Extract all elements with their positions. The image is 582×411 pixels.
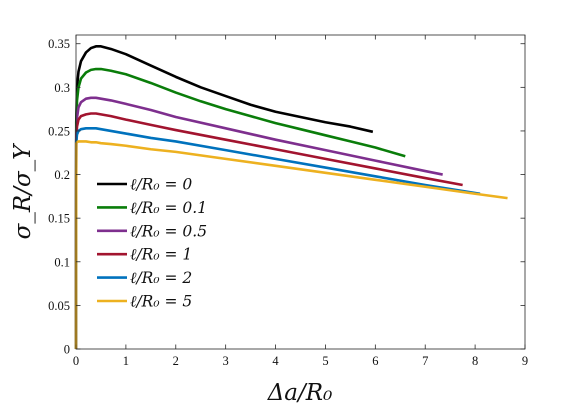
plot-frame [75,34,526,350]
x-tick-label-0: 0 [73,354,79,368]
x-tick-label-5: 5 [322,354,328,368]
x-tick-label-6: 6 [372,354,378,368]
y-tick-label-3: 0.15 [48,212,70,226]
x-tick-label-1: 1 [123,354,129,368]
x-tick-label-9: 9 [522,354,528,368]
x-tick-label-8: 8 [472,354,478,368]
tick-layer: 0 1 2 3 4 5 6 7 8 9 0 0.05 0.1 0.15 0.2 0.25 0.3 0.35 [48,35,528,368]
x-tick-label-2: 2 [173,354,179,368]
y-tick-label-1: 0.05 [48,299,70,313]
y-tick-label-0: 0 [64,343,70,357]
y-tick-label-4: 0.2 [54,168,70,182]
series-line-3 [74,112,463,350]
x-tick-label-7: 7 [422,354,428,368]
legend-label-4: ℓ/R₀ = 2 [130,269,192,287]
plot-area [76,35,525,349]
y-axis-label: σ_R/σ_Y [10,142,36,239]
legend-label-2: ℓ/R₀ = 0.5 [130,222,207,240]
series-line-2 [74,96,443,350]
y-tick-label-7: 0.35 [48,37,70,51]
x-axis-label: Δa/R₀ [267,380,333,406]
series-line-1 [74,67,406,350]
legend: ℓ/R₀ = 0 ℓ/R₀ = 0.1 ℓ/R₀ = 0.5 ℓ/R₀ = 1 ℓ/R₀… [97,176,207,311]
legend-label-3: ℓ/R₀ = 1 [130,246,192,264]
series-layer [74,45,508,350]
series-line-5 [74,140,508,350]
y-tick-label-2: 0.1 [54,255,70,269]
y-tick-label-5: 0.25 [48,124,70,138]
legend-label-0: ℓ/R₀ = 0 [130,176,192,194]
series-line-0 [74,45,374,350]
x-tick-label-4: 4 [272,354,279,368]
legend-label-1: ℓ/R₀ = 0.1 [130,199,207,217]
x-tick-label-3: 3 [223,354,229,368]
legend-label-5: ℓ/R₀ = 5 [130,293,192,311]
y-tick-label-6: 0.3 [54,81,70,95]
